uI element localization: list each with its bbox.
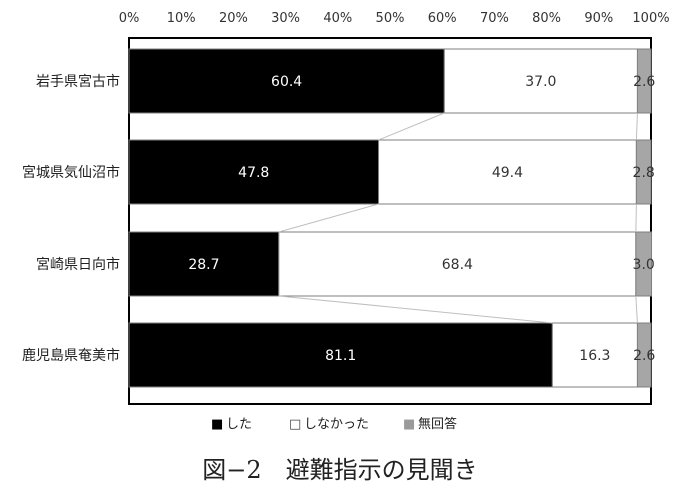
data-label: 68.4 <box>442 257 473 273</box>
data-label: 2.6 <box>633 74 655 90</box>
data-label: 47.8 <box>238 165 269 181</box>
x-tick-label: 90% <box>584 11 613 26</box>
legend-marker: ■ <box>403 417 415 432</box>
legend-marker: ■ <box>211 417 223 432</box>
category-label: 宮城県気仙沼市 <box>22 164 120 181</box>
x-tick-label: 20% <box>219 11 248 26</box>
legend-marker: □ <box>289 417 301 432</box>
x-tick-label: 50% <box>376 11 405 26</box>
category-label: 鹿児島県奄美市 <box>22 347 120 364</box>
x-tick-label: 100% <box>632 11 669 26</box>
bar-segment <box>636 48 652 114</box>
bar-segment <box>551 322 638 388</box>
bar-segment <box>443 48 638 114</box>
series-line <box>378 112 445 141</box>
bar-segment <box>635 139 652 205</box>
series-line <box>635 203 637 233</box>
data-label: 2.6 <box>633 348 655 364</box>
legend-label: した <box>226 417 252 432</box>
data-label: 37.0 <box>525 74 556 90</box>
x-tick-label: 70% <box>480 11 509 26</box>
bar-segment <box>635 231 653 297</box>
x-tick-label: 80% <box>532 11 561 26</box>
data-label: 60.4 <box>271 74 302 90</box>
data-label: 49.4 <box>492 165 523 181</box>
series-line <box>278 295 553 324</box>
x-tick-label: 60% <box>428 11 457 26</box>
bar-segment <box>128 322 553 388</box>
data-label: 28.7 <box>188 257 219 273</box>
data-label: 3.0 <box>633 257 655 273</box>
bar-segment <box>378 139 637 205</box>
data-label: 16.3 <box>579 348 610 364</box>
plot-frame <box>128 37 652 405</box>
x-tick-label: 0% <box>119 11 140 26</box>
series-line <box>278 203 379 233</box>
data-label: 81.1 <box>325 348 356 364</box>
x-tick-label: 10% <box>167 11 196 26</box>
bar-segment <box>128 139 380 205</box>
x-tick-label: 30% <box>271 11 300 26</box>
series-line <box>635 295 638 324</box>
bar-segment <box>278 231 637 297</box>
bar-segment <box>128 48 445 114</box>
category-label: 宮崎県日向市 <box>36 256 120 273</box>
series-line <box>635 112 638 141</box>
x-tick-label: 40% <box>323 11 352 26</box>
figure-caption: 図−2 避難指示の見聞き <box>202 456 478 484</box>
legend-label: しなかった <box>304 417 369 432</box>
category-label: 岩手県宮古市 <box>36 73 120 90</box>
bar-segment <box>128 231 280 297</box>
bar-segment <box>636 322 652 388</box>
data-label: 2.8 <box>633 165 655 181</box>
legend-label: 無回答 <box>418 416 457 432</box>
